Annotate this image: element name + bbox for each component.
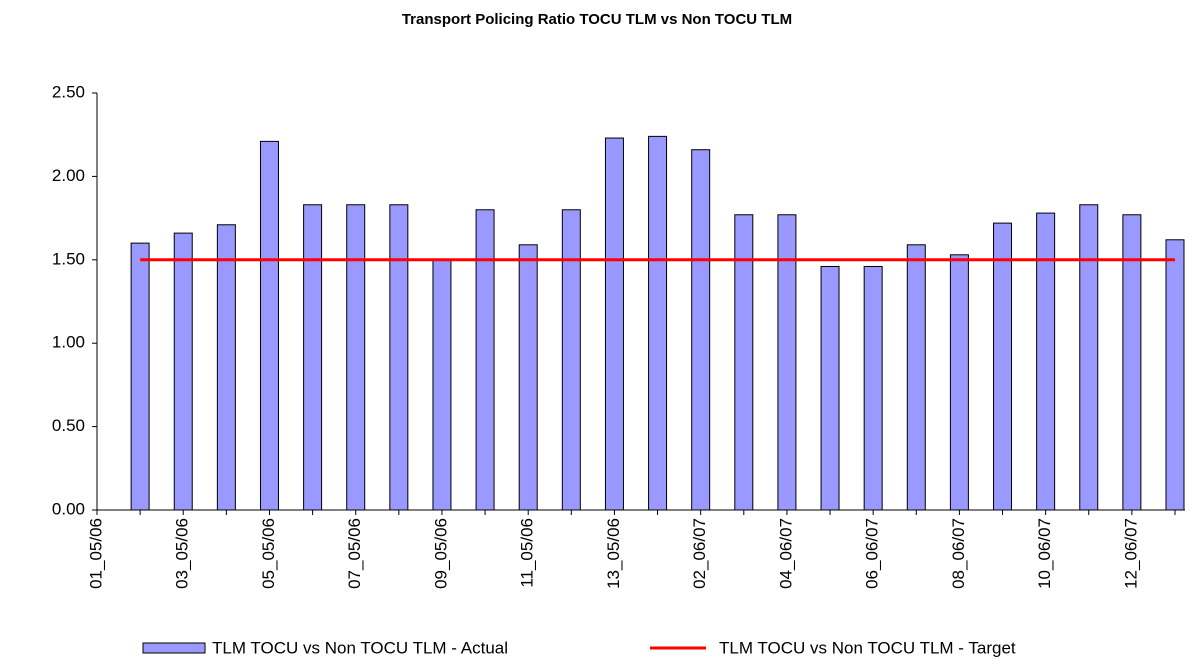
y-tick-label: 2.00 — [52, 166, 85, 185]
bar — [259, 140, 279, 511]
bar — [346, 204, 366, 511]
x-tick-label: 06_06/07 — [863, 518, 882, 589]
bar — [604, 137, 624, 511]
bar — [1036, 212, 1056, 511]
x-tick-label: 01_05/06 — [86, 518, 105, 589]
bar — [648, 135, 668, 511]
y-tick-label: 1.50 — [52, 249, 85, 268]
bar — [777, 214, 797, 511]
bar — [734, 214, 754, 511]
y-tick-label: 0.00 — [52, 499, 85, 518]
x-tick-label: 05_05/06 — [259, 518, 278, 589]
bar — [993, 222, 1013, 511]
legend-label: TLM TOCU vs Non TOCU TLM - Target — [719, 638, 1016, 657]
bar — [1122, 214, 1142, 511]
x-tick-label: 02_06/07 — [690, 518, 709, 589]
bar — [863, 265, 883, 511]
bar — [216, 224, 236, 511]
bar — [389, 204, 409, 511]
x-tick-label: 07_05/06 — [345, 518, 364, 589]
bar — [475, 209, 495, 511]
bar — [173, 232, 193, 511]
x-tick-label: 08_06/07 — [949, 518, 968, 589]
bar — [1165, 239, 1185, 511]
y-tick-label: 1.00 — [52, 333, 85, 352]
bar — [518, 244, 538, 511]
bar — [303, 204, 323, 511]
bar — [1079, 204, 1099, 511]
y-tick-label: 2.50 — [52, 82, 85, 101]
chart-title: Transport Policing Ratio TOCU TLM vs Non… — [402, 11, 792, 28]
x-tick-label: 13_05/06 — [604, 518, 623, 589]
bar — [820, 265, 840, 511]
bar — [691, 149, 711, 511]
bar — [432, 259, 452, 511]
legend-label: TLM TOCU vs Non TOCU TLM - Actual — [212, 638, 508, 657]
bar — [949, 254, 969, 511]
x-tick-label: 12_06/07 — [1121, 518, 1140, 589]
x-tick-label: 10_06/07 — [1035, 518, 1054, 589]
x-tick-label: 09_05/06 — [431, 518, 450, 589]
bar — [130, 242, 150, 511]
x-tick-label: 04_06/07 — [776, 518, 795, 589]
x-tick-label: 11_05/06 — [518, 518, 537, 588]
y-tick-label: 0.50 — [52, 416, 85, 435]
bar — [906, 244, 926, 511]
x-tick-label: 03_05/06 — [173, 518, 192, 589]
legend-swatch — [142, 642, 206, 654]
bar — [561, 209, 581, 511]
